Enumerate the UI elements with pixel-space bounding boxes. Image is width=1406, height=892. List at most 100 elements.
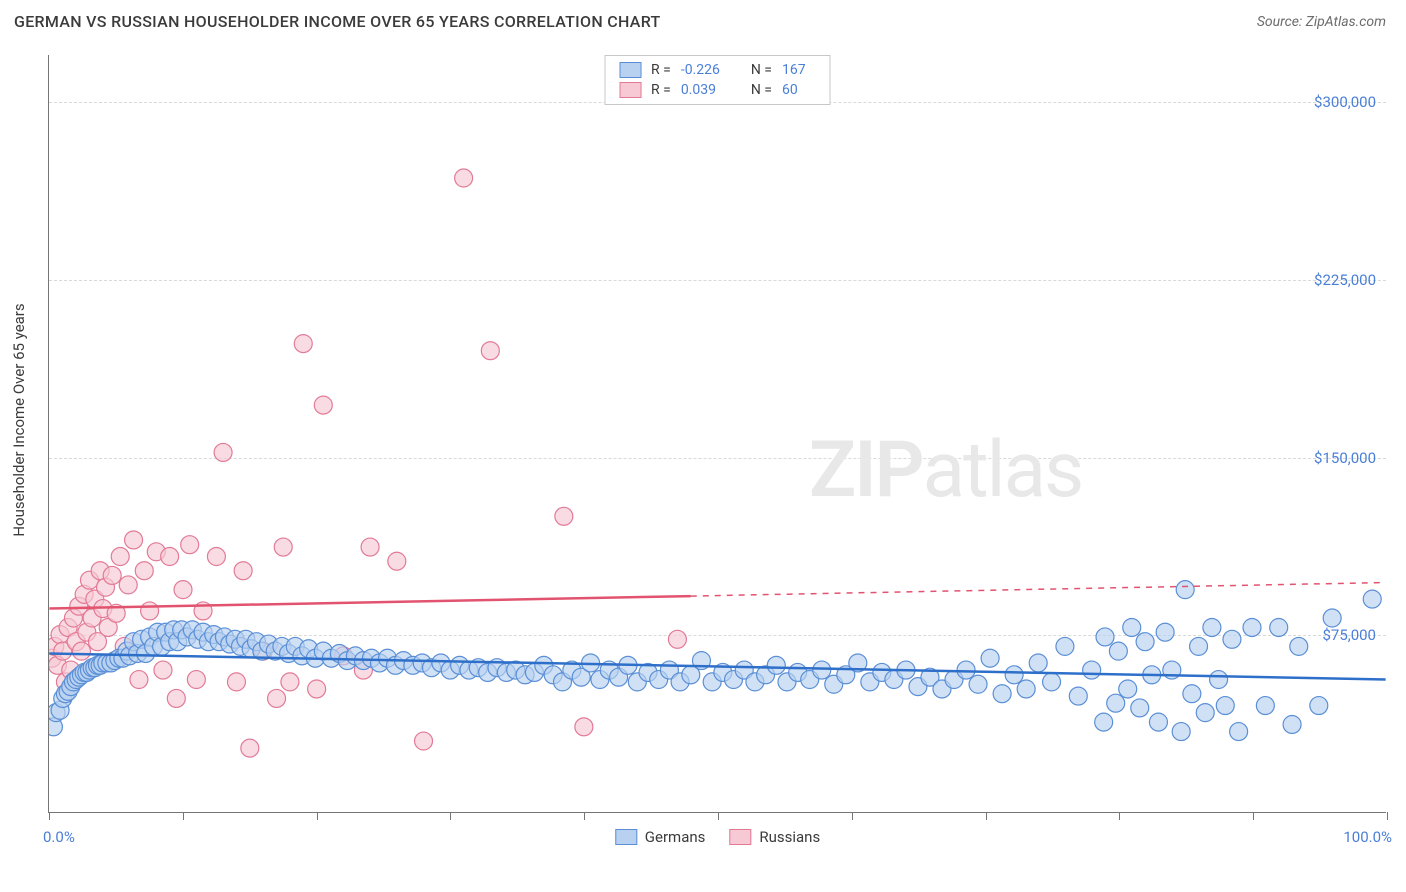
scatter-point — [187, 671, 205, 689]
scatter-point — [575, 718, 593, 736]
scatter-point — [1256, 697, 1274, 715]
x-tick-mark — [317, 812, 318, 820]
scatter-point — [555, 507, 573, 525]
scatter-point — [1183, 685, 1201, 703]
scatter-point — [130, 671, 148, 689]
plot-region: ZIPatlas $75,000$150,000$225,000$300,000… — [48, 55, 1386, 813]
scatter-point — [141, 602, 159, 620]
scatter-point — [1283, 715, 1301, 733]
legend-series-label: Germans — [645, 828, 706, 846]
legend-stat-row: R = -0.226 N = 167 — [619, 60, 816, 80]
scatter-point — [361, 538, 379, 556]
scatter-point — [103, 566, 121, 584]
scatter-point — [1096, 628, 1114, 646]
legend-series-item: Germans — [615, 828, 706, 846]
scatter-point — [1056, 637, 1074, 655]
scatter-point — [135, 562, 153, 580]
scatter-point — [993, 685, 1011, 703]
legend-series-item: Russians — [729, 828, 820, 846]
scatter-point — [668, 630, 686, 648]
scatter-point — [1196, 704, 1214, 722]
scatter-point — [167, 689, 185, 707]
scatter-point — [111, 548, 129, 566]
legend-swatch — [729, 829, 751, 845]
legend-n-value: 167 — [782, 62, 816, 78]
scatter-point — [274, 538, 292, 556]
scatter-point — [1083, 661, 1101, 679]
scatter-point — [1216, 697, 1234, 715]
scatter-point — [1131, 699, 1149, 717]
scatter-point — [227, 673, 245, 691]
legend-r-value: 0.039 — [681, 82, 741, 98]
scatter-point — [1107, 694, 1125, 712]
scatter-point — [119, 576, 137, 594]
scatter-point — [314, 396, 332, 414]
scatter-point — [1156, 623, 1174, 641]
scatter-point — [415, 732, 433, 750]
scatter-point — [981, 649, 999, 667]
x-tick-mark — [986, 812, 987, 820]
legend-n-label: N = — [751, 62, 772, 78]
legend-series: Germans Russians — [615, 828, 820, 846]
legend-r-label: R = — [651, 62, 671, 78]
scatter-point — [1310, 697, 1328, 715]
scatter-point — [969, 675, 987, 693]
scatter-point — [241, 739, 259, 757]
scatter-point — [1119, 680, 1137, 698]
legend-n-label: N = — [751, 82, 772, 98]
x-tick-mark — [49, 812, 50, 820]
scatter-point — [813, 661, 831, 679]
scatter-point — [1109, 642, 1127, 660]
scatter-point — [767, 656, 785, 674]
legend-r-label: R = — [651, 82, 671, 98]
legend-swatch — [619, 82, 641, 98]
scatter-point — [1363, 590, 1381, 608]
x-axis-max-label: 100.0% — [1343, 828, 1392, 846]
chart-title: GERMAN VS RUSSIAN HOUSEHOLDER INCOME OVE… — [14, 12, 661, 31]
scatter-point — [1270, 618, 1288, 636]
legend-stats: R = -0.226 N = 167 R = 0.039 N = 60 — [604, 55, 831, 105]
legend-swatch — [615, 829, 637, 845]
x-tick-mark — [450, 812, 451, 820]
scatter-point — [281, 673, 299, 691]
scatter-point — [1230, 723, 1248, 741]
scatter-point — [1176, 581, 1194, 599]
x-tick-mark — [183, 812, 184, 820]
scatter-point — [1149, 713, 1167, 731]
scatter-point — [1017, 680, 1035, 698]
scatter-point — [214, 443, 232, 461]
scatter-point — [1005, 666, 1023, 684]
scatter-point — [268, 689, 286, 707]
x-tick-mark — [1253, 812, 1254, 820]
scatter-point — [234, 562, 252, 580]
scatter-point — [481, 342, 499, 360]
scatter-point — [388, 552, 406, 570]
legend-r-value: -0.226 — [681, 62, 741, 78]
legend-n-value: 60 — [782, 82, 816, 98]
x-tick-mark — [718, 812, 719, 820]
scatter-point — [1123, 618, 1141, 636]
scatter-point — [181, 536, 199, 554]
scatter-point — [1029, 654, 1047, 672]
scatter-point — [161, 548, 179, 566]
scatter-point — [1323, 609, 1341, 627]
scatter-point — [294, 335, 312, 353]
scatter-point — [308, 680, 326, 698]
scatter-plot — [49, 55, 1386, 812]
scatter-point — [455, 169, 473, 187]
scatter-point — [1290, 637, 1308, 655]
scatter-point — [1223, 630, 1241, 648]
x-tick-mark — [1119, 812, 1120, 820]
scatter-point — [1210, 671, 1228, 689]
scatter-point — [154, 661, 172, 679]
scatter-point — [1095, 713, 1113, 731]
source-label: Source: ZipAtlas.com — [1257, 14, 1386, 30]
legend-swatch — [619, 62, 641, 78]
x-axis-min-label: 0.0% — [43, 828, 75, 846]
scatter-point — [1136, 633, 1154, 651]
scatter-point — [72, 642, 90, 660]
scatter-point — [125, 531, 143, 549]
legend-series-label: Russians — [759, 828, 820, 846]
legend-stat-row: R = 0.039 N = 60 — [619, 80, 816, 100]
x-tick-mark — [1387, 812, 1388, 820]
